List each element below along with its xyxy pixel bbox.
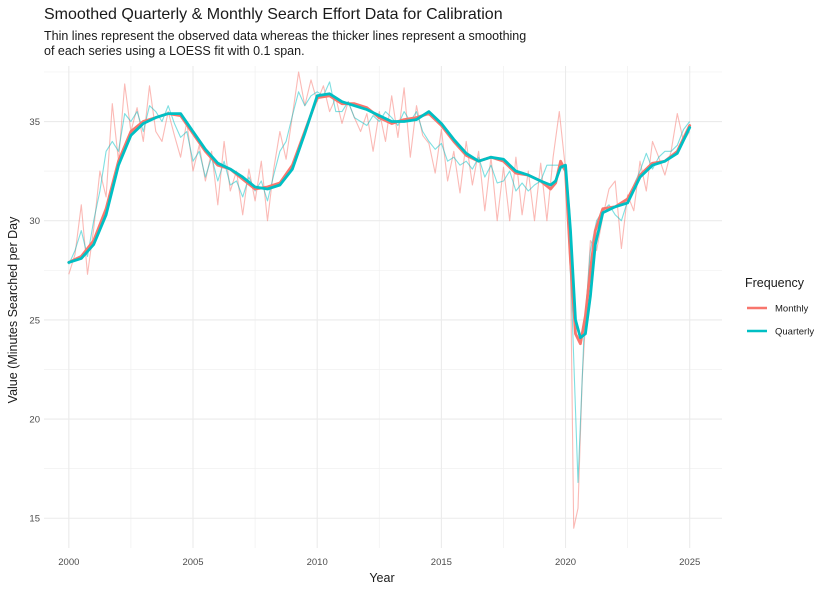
- legend: Frequency Monthly Quarterly: [745, 276, 814, 338]
- x-axis-title: Year: [369, 571, 394, 585]
- y-tick-label: 30: [29, 216, 40, 227]
- y-tick-label: 20: [29, 415, 40, 426]
- x-tick-label: 2005: [182, 557, 203, 568]
- smooth-lines: [67, 92, 692, 346]
- y-axis-title: Value (Minutes Searched per Day: [6, 216, 20, 403]
- x-tick-label: 2015: [431, 557, 452, 568]
- x-tick-label: 2025: [679, 557, 700, 568]
- chart-title: Smoothed Quarterly & Monthly Search Effo…: [44, 6, 503, 23]
- x-axis-ticks: 2000 2005 2010 2015 2020 2025: [58, 557, 700, 568]
- x-tick-label: 2000: [58, 557, 79, 568]
- y-tick-label: 25: [29, 315, 40, 326]
- grid: [44, 66, 722, 548]
- plot-area: [44, 66, 722, 548]
- legend-label-quarterly: Quarterly: [775, 327, 814, 338]
- x-tick-label: 2020: [555, 557, 576, 568]
- chart-subtitle-line-2: of each series using a LOESS fit with 0.…: [44, 44, 305, 58]
- chart-subtitle-line-1: Thin lines represent the observed data w…: [44, 29, 526, 43]
- y-tick-label: 15: [29, 514, 40, 525]
- legend-label-monthly: Monthly: [775, 304, 809, 315]
- smoothed-line-quarterly: [67, 92, 692, 340]
- legend-title: Frequency: [745, 276, 805, 290]
- y-axis-ticks: 15 20 25 30 35: [29, 117, 40, 525]
- y-tick-label: 35: [29, 117, 40, 128]
- x-tick-label: 2010: [307, 557, 328, 568]
